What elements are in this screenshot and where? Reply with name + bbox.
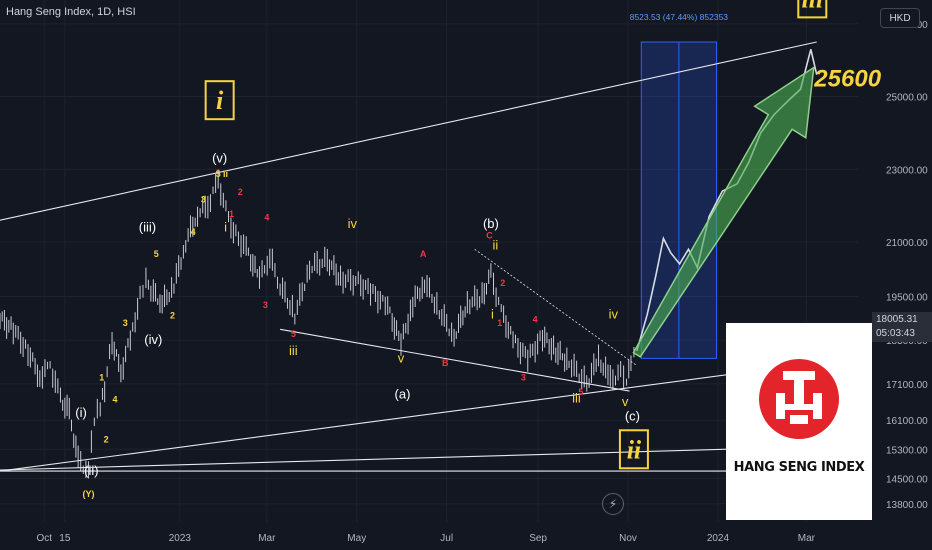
y-tick-label: 16100.00 xyxy=(886,416,928,427)
hang-seng-logo: HANG SENG INDEX xyxy=(726,323,872,520)
wave-label: ii xyxy=(223,169,228,179)
x-tick-label: May xyxy=(347,533,366,544)
trend-line-wedge-lower xyxy=(280,328,630,392)
wave-label: 3 xyxy=(123,318,128,328)
wave-label: i xyxy=(216,86,224,115)
wave-label: 2 xyxy=(238,187,243,197)
wave-label: (c) xyxy=(625,409,640,424)
wave-label: 3 xyxy=(521,373,526,383)
wave-label: (ii) xyxy=(84,463,98,478)
wave-label: 5 xyxy=(216,169,221,179)
y-tick-label: 25000.00 xyxy=(886,93,928,104)
wave-label: 1 xyxy=(229,209,234,219)
wave-label: 2 xyxy=(170,311,175,321)
wave-label: iii xyxy=(572,390,581,405)
x-tick-label: Mar xyxy=(798,533,816,544)
wave-label: 5 xyxy=(578,387,583,397)
last-price-tag: 18005.31 05:03:43 xyxy=(872,312,932,342)
hang-seng-emblem-icon xyxy=(759,359,839,439)
wave-label: v xyxy=(622,394,629,409)
wave-label: i xyxy=(224,219,227,234)
bar-countdown: 05:03:43 xyxy=(876,328,915,339)
chart-title: Hang Seng Index, 1D, HSI xyxy=(6,6,136,18)
x-tick-label: Nov xyxy=(619,533,637,544)
y-tick-label: 15300.00 xyxy=(886,445,928,456)
wave-label: 2 xyxy=(500,278,505,288)
wave-box xyxy=(797,0,828,19)
wave-label: 4 xyxy=(191,227,196,237)
wave-label: 5 xyxy=(154,249,159,259)
wave-label: (i) xyxy=(75,405,87,420)
wave-label: iv xyxy=(609,307,619,322)
wave-label: ii xyxy=(627,435,642,464)
wave-label: 1 xyxy=(99,373,104,383)
trend-line-upper-channel xyxy=(0,41,817,221)
wave-label: 4 xyxy=(112,394,117,404)
wave-label: 5 xyxy=(291,329,296,339)
wave-label: (v) xyxy=(212,150,227,165)
wave-label: 2 xyxy=(104,434,109,444)
trend-line-base-line xyxy=(0,445,851,471)
wave-label: iv xyxy=(348,216,358,231)
wave-box xyxy=(204,80,235,121)
wave-label: v xyxy=(398,350,405,365)
x-tick-label: Oct xyxy=(36,533,52,544)
x-tick-label: Mar xyxy=(258,533,276,544)
y-tick-label: 14500.00 xyxy=(886,474,928,485)
wave-label: 4 xyxy=(264,213,269,223)
wave-label: 3 xyxy=(201,194,206,204)
wave-label: i xyxy=(491,307,494,322)
wave-label: 1 xyxy=(497,318,502,328)
logo-name: HANG SENG INDEX xyxy=(733,460,865,475)
wave-label: (Y) xyxy=(82,489,94,499)
wave-label: (iii) xyxy=(139,219,156,234)
measure-label: 8523.53 (47.44%) 852353 xyxy=(630,12,729,22)
y-tick-label: 17100.00 xyxy=(886,380,928,391)
x-tick-label: Jul xyxy=(440,533,453,544)
target-value: 25600 xyxy=(813,65,881,92)
wave-label: C xyxy=(486,231,493,241)
currency-button[interactable]: HKD xyxy=(880,8,920,28)
trend-line-wedge-upper xyxy=(474,248,638,366)
wave-box xyxy=(618,429,649,470)
wave-label: iii xyxy=(289,343,298,358)
wave-label: (iv) xyxy=(144,332,162,347)
x-tick-label: 15 xyxy=(59,533,71,544)
wave-label: 4 xyxy=(533,314,538,324)
wave-label: (b) xyxy=(483,216,499,231)
wave-label: ii xyxy=(492,238,498,253)
last-price: 18005.31 xyxy=(876,314,918,325)
lightning-icon[interactable]: ⚡ xyxy=(602,493,624,515)
wave-label: (a) xyxy=(395,387,411,402)
x-tick-label: 2024 xyxy=(707,533,730,544)
target-arrow xyxy=(632,65,815,358)
wave-label: A xyxy=(420,249,427,259)
wave-label: iii xyxy=(801,0,823,13)
y-tick-label: 23000.00 xyxy=(886,165,928,176)
x-tick-label: Sep xyxy=(529,533,547,544)
wave-label: 3 xyxy=(263,300,268,310)
y-tick-label: 13800.00 xyxy=(886,500,928,511)
wave-label: B xyxy=(442,358,449,368)
y-tick-label: 21000.00 xyxy=(886,238,928,249)
y-tick-label: 19500.00 xyxy=(886,293,928,304)
x-tick-label: 2023 xyxy=(169,533,192,544)
trend-line-lower-channel xyxy=(0,357,851,472)
